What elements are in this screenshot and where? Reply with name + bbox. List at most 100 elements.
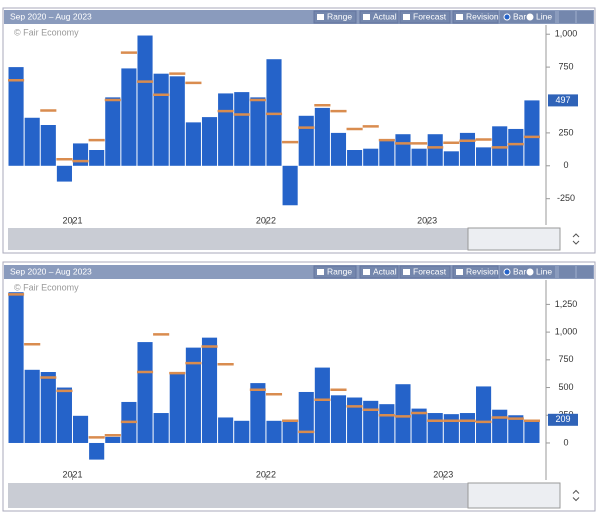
bar [24,117,40,166]
x-tick-label: 2023 [433,469,453,479]
bar [266,420,282,443]
line-radio [526,13,534,21]
bar [201,117,218,166]
bar [250,97,266,166]
bar [56,387,72,443]
bar [72,415,89,443]
revision-toggle-label: Revision [466,11,499,21]
bar [363,148,379,166]
line-label: Line [536,11,552,21]
zoom-out[interactable] [577,266,593,278]
scroll-arrow-icon[interactable] [572,233,580,245]
bar [218,93,234,166]
forecast-toggle-label: Forecast [413,11,447,21]
y-tick-label: 500 [558,382,573,392]
scroll-window[interactable] [467,227,561,251]
bar [266,59,282,166]
bar [185,347,201,443]
bar [298,391,314,443]
bar [347,397,363,443]
revision-toggle-icon [456,269,463,275]
bar [443,151,459,166]
panel [2,261,596,512]
bar [411,408,427,443]
bar [40,372,56,443]
y-tick-label: 0 [563,160,568,170]
date-range: Sep 2020 – Aug 2023 [10,266,92,276]
y-tick-label: 0 [563,437,568,447]
current-value: 497 [555,95,570,105]
bar [201,337,218,443]
bar [24,369,40,443]
revision-toggle[interactable] [452,265,499,279]
bar [492,409,508,443]
bar [169,76,185,166]
bar [153,73,169,166]
scrollbar[interactable] [8,228,560,250]
bar [105,436,121,443]
zoom-in[interactable] [559,266,575,278]
line-label: Line [536,266,552,276]
bar [105,97,121,166]
bar [524,100,540,166]
bar [8,67,24,166]
y-tick-label: 250 [558,127,573,137]
current-value-box [548,94,578,107]
bar [427,134,443,166]
forecast-toggle[interactable] [399,265,451,279]
bar [459,413,476,443]
y-tick-label: 750 [558,354,573,364]
bar [492,126,508,166]
bar [89,150,105,166]
revision-toggle-icon [456,14,463,20]
bar [476,386,492,443]
range-button[interactable] [313,10,357,24]
forecast-toggle-icon [403,269,410,275]
bar [40,125,56,166]
bar [395,134,411,166]
bar [137,342,153,443]
bar-radio [503,13,511,21]
bar-label: Bar [513,11,526,21]
range-button-label: Range [327,11,352,21]
bar [153,413,169,443]
actual-toggle-icon [363,269,370,275]
bar [330,395,347,443]
zoom-in[interactable] [559,11,575,23]
bar [169,372,185,443]
x-tick-label: 2021 [62,469,82,479]
actual-toggle-icon [363,14,370,20]
range-button[interactable] [313,265,357,279]
bar [185,122,201,166]
bar [379,404,395,443]
range-button-label: Range [327,266,352,276]
zoom-out[interactable] [577,11,593,23]
scroll-window[interactable] [467,482,561,509]
scroll-arrow-icon[interactable] [572,489,580,502]
actual-toggle-label: Actual [373,11,397,21]
x-tick-label: 2022 [256,469,276,479]
forecast-toggle[interactable] [399,10,451,24]
bar [121,68,137,166]
bar-label: Bar [513,266,526,276]
bar [363,400,379,443]
revision-toggle[interactable] [452,10,499,24]
bar [282,165,298,206]
y-tick-label: 1,000 [555,29,578,39]
range-button-icon [317,269,324,275]
bar [56,165,72,182]
bar [459,132,476,166]
current-value: 209 [555,414,570,424]
revision-toggle-label: Revision [466,266,499,276]
y-tick-label: 1,250 [555,299,578,309]
bar [234,92,250,166]
bar [89,442,105,460]
x-tick-label: 2023 [417,215,437,225]
line-radio [526,268,534,276]
watermark: © Fair Economy [14,27,79,37]
bar [347,150,363,166]
bar [8,292,24,443]
bar [395,384,411,443]
